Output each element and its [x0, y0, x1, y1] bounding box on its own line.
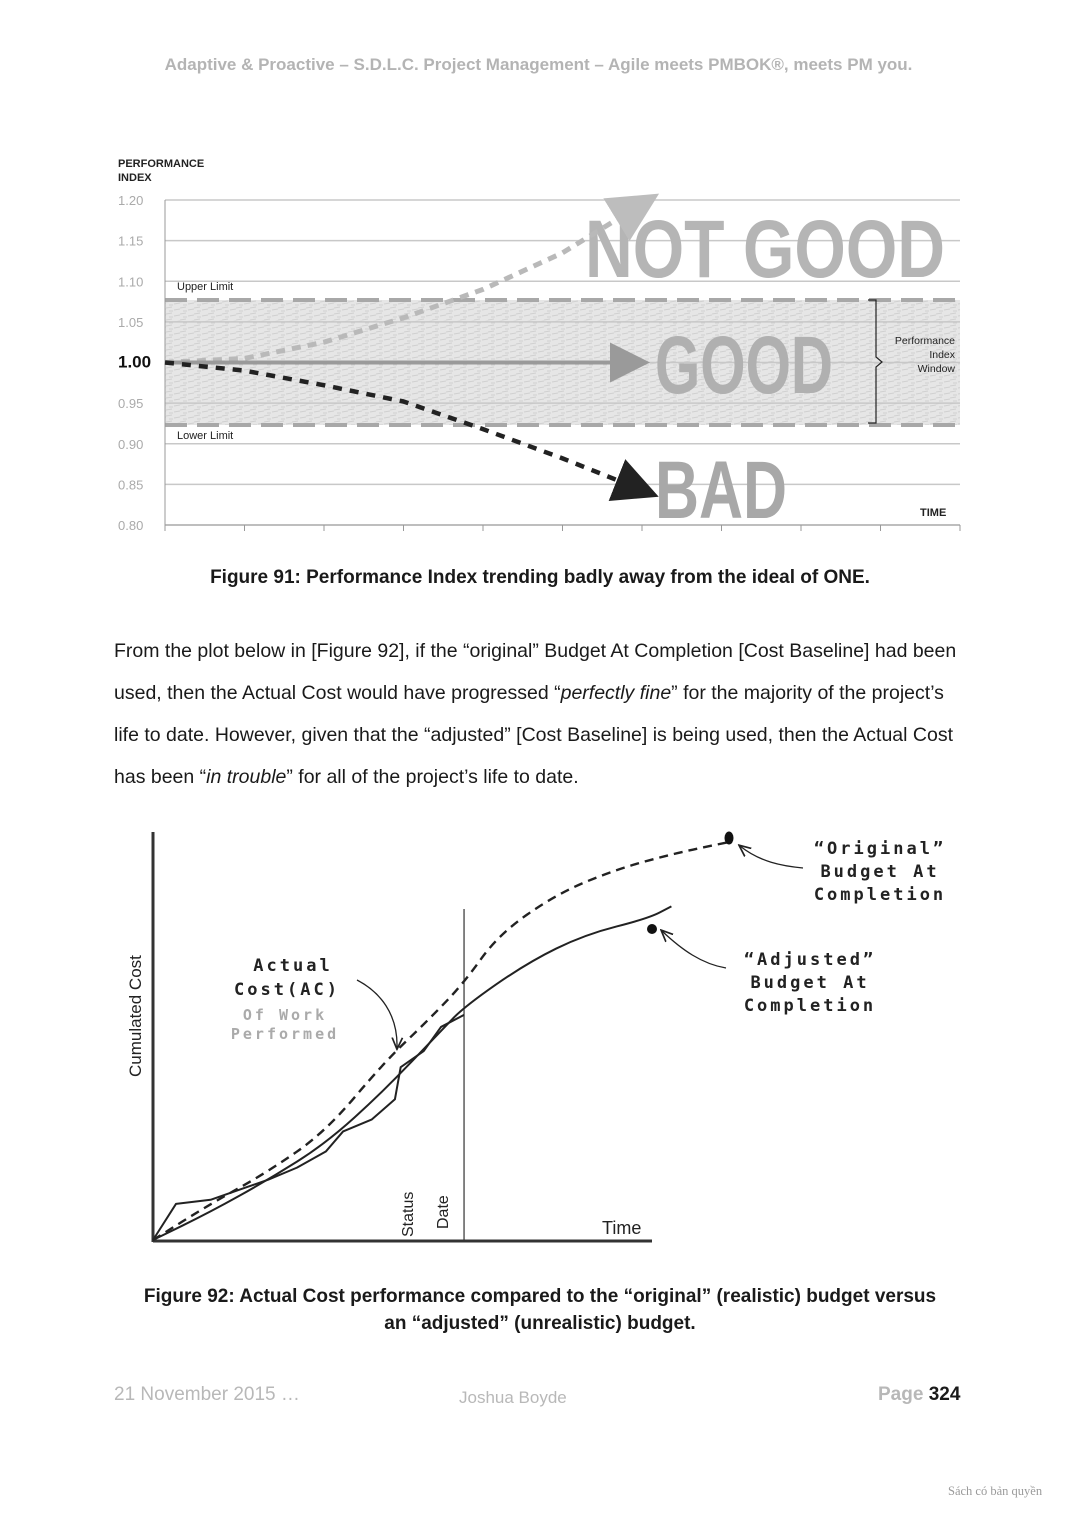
figure-91-caption: Figure 91: Performance Index trending ba… — [210, 567, 870, 588]
trend-lines — [164, 193, 660, 501]
y-tick-label: 1.20 — [118, 193, 143, 208]
zone-label-good: GOOD — [655, 320, 833, 411]
footer-date: 21 November 2015 … — [114, 1384, 300, 1405]
y-axis-label: Cumulated Cost — [126, 955, 145, 1077]
actual-cost-label-line1: Actual — [253, 956, 332, 976]
footer-page: Page 324 — [878, 1384, 960, 1406]
y-tick-label: 1.00 — [118, 353, 151, 372]
running-header: Adaptive & Proactive – S.D.L.C. Project … — [164, 55, 913, 74]
actual-cost-label-line2: Cost(AC) — [234, 980, 340, 1000]
paragraph-emphasis-2: in trouble — [206, 766, 287, 788]
figure-91-performance-index-chart: PERFORMANCE INDEX 1.20 1.15 1.10 1.05 1.00 0.… — [110, 150, 970, 536]
y-tick-label: 0.95 — [118, 396, 143, 411]
y-axis-label-line1: PERFORMANCE — [118, 158, 204, 170]
original-bac-point — [724, 831, 734, 845]
paragraph-text-3: ” for all of the project’s life to date. — [286, 766, 579, 788]
actual-cost-curve — [152, 1013, 465, 1241]
paragraph-text-2: ” for the majority of the project’s life… — [114, 682, 953, 788]
x-axis-ticks — [164, 525, 961, 531]
footer-author: Joshua Boyde — [459, 1388, 567, 1407]
original-bac-label-line3: Completion — [814, 885, 946, 905]
window-label-line1: Performance — [895, 335, 955, 347]
original-bac-label-line1: “Original” — [814, 839, 946, 859]
y-tick-label: 1.05 — [118, 315, 143, 330]
adjusted-bac-point — [647, 924, 657, 934]
adjusted-bac-arrow — [662, 931, 727, 969]
window-label-line2: Index — [929, 349, 955, 361]
zone-label-not-good: NOT GOOD — [585, 204, 945, 295]
figure-92-caption-line2: an “adjusted” (unrealistic) budget. — [384, 1313, 696, 1334]
y-tick-labels: 1.20 1.15 1.10 1.05 1.00 0.95 0.90 0.85 0.80 — [118, 193, 151, 533]
date-label: Date — [435, 1195, 452, 1229]
y-tick-label: 0.80 — [118, 518, 143, 533]
cost-curves — [152, 840, 730, 1242]
downward-trend-line — [164, 360, 659, 501]
figure-92-caption: Figure 92: Actual Cost performance compa… — [110, 1283, 970, 1337]
window-label-line3: Window — [918, 363, 956, 375]
figure-91-svg: PERFORMANCE INDEX 1.20 1.15 1.10 1.05 1.00 0.… — [118, 158, 961, 536]
of-work-label-line2: Performed — [231, 1025, 339, 1043]
y-tick-label: 1.15 — [118, 234, 143, 249]
watermark: Sách có bản quyền — [948, 1484, 1043, 1498]
y-tick-label: 0.90 — [118, 437, 143, 452]
adjusted-bac-label-line2: Budget At — [750, 973, 869, 993]
paragraph-emphasis-1: perfectly fine — [560, 682, 672, 704]
body-paragraph: From the plot below in [Figure 92], if t… — [114, 630, 974, 798]
figure-92-caption-line1: Figure 92: Actual Cost performance compa… — [143, 1286, 937, 1307]
upward-trend-line — [164, 193, 660, 365]
adjusted-budget-curve — [152, 905, 672, 1241]
adjusted-bac-label-line1: “Adjusted” — [744, 950, 876, 970]
original-bac-arrow — [740, 846, 804, 869]
y-axis-label-line2: INDEX — [118, 172, 152, 184]
original-bac-label-line2: Budget At — [820, 862, 939, 882]
page-number: 324 — [928, 1384, 961, 1405]
y-tick-label: 0.85 — [118, 477, 143, 492]
paragraph-text-1: From the plot below in [Figure 92], if t… — [114, 640, 957, 704]
window-bracket — [868, 299, 883, 424]
actual-cost-arrow — [356, 979, 397, 1048]
x-axis-label: TIME — [920, 507, 946, 519]
status-label: Status — [400, 1192, 417, 1237]
lower-limit-label: Lower Limit — [177, 430, 233, 442]
figure-92-cumulated-cost-chart: Cumulated Cost Time Status Date “Origina… — [110, 822, 970, 1252]
page-label: Page — [878, 1384, 924, 1405]
figure-92-svg: Cumulated Cost Time Status Date “Origina… — [126, 831, 946, 1243]
adjusted-bac-label-line3: Completion — [744, 996, 876, 1016]
of-work-label-line1: Of Work — [243, 1006, 327, 1024]
zone-label-bad: BAD — [655, 445, 787, 535]
x-axis-label: Time — [602, 1218, 641, 1238]
y-tick-label: 1.10 — [118, 274, 143, 289]
original-budget-curve — [152, 840, 730, 1242]
upper-limit-label: Upper Limit — [177, 281, 233, 293]
